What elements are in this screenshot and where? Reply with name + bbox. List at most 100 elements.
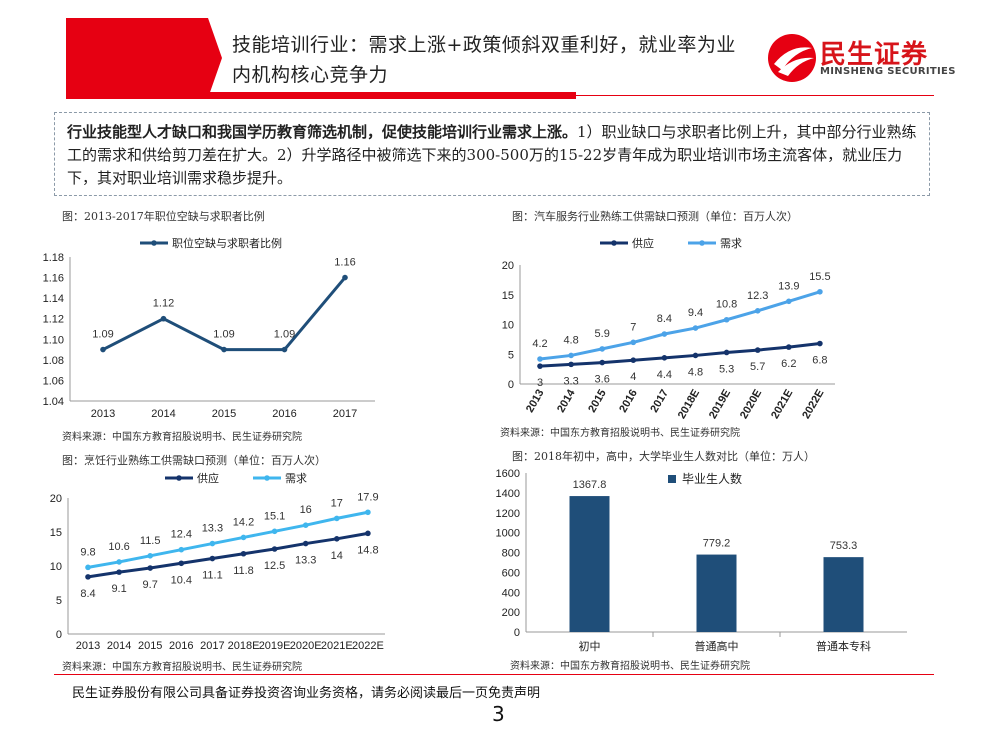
c2-data-point [630, 357, 637, 364]
c1-x-tick: 2015 [212, 408, 236, 420]
c2-data-point [537, 363, 543, 369]
chart3-title: 图：烹饪行业熟练工供需缺口预测（单位：百万人次） [62, 454, 326, 467]
chart4-source: 资料来源：中国东方教育招股说明书、民生证券研究院 [510, 661, 750, 672]
c3-data-point [178, 560, 185, 567]
c3-data-point [334, 536, 340, 542]
c2-data-label: 6.8 [812, 355, 827, 367]
c2-y-tick: 20 [502, 260, 514, 272]
c4-y-tick: 0 [514, 627, 520, 639]
c2-data-label: 3.6 [595, 374, 610, 386]
c4-category-label: 普通本专科 [816, 639, 871, 653]
c2-data-point [692, 352, 699, 359]
c3-legend-marker [176, 475, 182, 481]
header-rule [66, 92, 576, 99]
c1-y-tick: 1.14 [43, 293, 64, 305]
c2-data-point [692, 325, 699, 331]
c3-data-label: 9.1 [111, 583, 126, 595]
c3-data-point [147, 553, 153, 559]
c2-series-line-0 [539, 342, 821, 368]
c3-data-point [365, 530, 371, 537]
c3-x-tick: 2013 [76, 640, 100, 652]
summary-body: 1）职业缺口与求职者比例上升，其中部分行业熟练工的需求和供给剪刀差在扩大。2）升… [67, 123, 917, 187]
minsheng-logo-icon [768, 34, 816, 82]
c2-series-line-1 [539, 290, 821, 361]
c2-data-label: 8.4 [657, 313, 672, 325]
c4-legend-swatch [668, 475, 676, 483]
c3-data-label: 8.4 [80, 588, 95, 600]
c2-y-tick: 15 [502, 290, 514, 302]
chart1-title: 图：2013-2017年职位空缺与求职者比例 [62, 210, 265, 223]
c4-bar [696, 554, 737, 632]
header-red-block [66, 18, 208, 98]
c2-legend-marker [699, 240, 705, 246]
c1-y-tick: 1.06 [43, 375, 64, 387]
c2-data-point [723, 349, 730, 356]
c3-data-label: 15.1 [264, 510, 285, 522]
c3-x-tick: 2020E [290, 640, 322, 652]
c3-x-tick: 2017 [200, 640, 224, 652]
c2-data-label: 7 [630, 321, 636, 333]
logo-english-name: MINSHENG SECURITIES [820, 66, 956, 77]
c2-legend-label: 供应 [632, 236, 654, 250]
c4-data-label: 779.2 [703, 538, 731, 550]
c1-x-tick: 2016 [272, 408, 296, 420]
c3-data-label: 12.4 [171, 529, 192, 541]
c1-y-tick: 1.18 [43, 252, 64, 264]
c3-legend-label: 需求 [285, 472, 307, 485]
c1-data-point [160, 315, 167, 322]
c2-data-label: 5.7 [750, 361, 765, 373]
c2-data-point [568, 352, 574, 359]
c2-data-point [786, 298, 792, 305]
c3-x-tick: 2019E [259, 640, 291, 652]
header-rule-thin [576, 95, 934, 96]
c3-data-label: 11.1 [202, 570, 223, 582]
c1-data-label: 1.16 [334, 257, 355, 269]
c1-x-tick: 2014 [151, 408, 175, 420]
c3-x-tick: 2015 [138, 640, 162, 652]
c2-data-label: 15.5 [809, 271, 830, 283]
chart4-title: 图：2018年初中，高中，大学毕业生人数对比（单位：万人） [512, 450, 815, 463]
c3-y-tick: 5 [56, 595, 62, 607]
c3-data-point [85, 574, 91, 580]
c2-y-tick: 10 [502, 320, 514, 332]
c4-y-tick: 200 [502, 607, 520, 619]
c2-data-label: 5.3 [719, 363, 734, 375]
c2-data-label: 3 [537, 377, 543, 389]
c2-data-point [599, 359, 605, 366]
c3-data-label: 12.5 [264, 560, 285, 572]
c3-y-tick: 20 [50, 493, 62, 505]
c3-data-label: 17.9 [357, 491, 378, 503]
c3-data-label: 13.3 [202, 523, 223, 535]
c3-data-point [240, 550, 247, 557]
c3-data-point [116, 559, 122, 565]
c2-data-label: 13.9 [778, 280, 799, 292]
c2-data-label: 9.4 [688, 307, 703, 319]
c1-x-tick: 2013 [91, 408, 115, 420]
c4-bar [569, 496, 610, 632]
c1-data-point [221, 346, 227, 353]
c3-data-point [85, 564, 91, 571]
c2-data-point [817, 340, 823, 347]
c3-x-tick: 2022E [352, 640, 384, 652]
c4-y-tick: 1400 [496, 488, 520, 500]
c2-data-label: 4.8 [688, 366, 703, 378]
c1-data-point [342, 274, 348, 281]
c3-data-label: 14.8 [357, 544, 378, 556]
c3-data-point [116, 569, 122, 575]
c3-y-tick: 10 [50, 561, 62, 573]
c2-data-point [630, 339, 637, 346]
c3-x-tick: 2021E [321, 640, 353, 652]
c1-y-tick: 1.04 [43, 396, 64, 408]
c1-legend-marker [151, 240, 157, 246]
c3-data-point [209, 540, 216, 547]
c2-data-label: 4.2 [532, 338, 547, 350]
c3-x-tick: 2016 [169, 640, 193, 652]
c3-data-point [271, 546, 278, 552]
c2-data-label: 4 [630, 371, 636, 383]
logo-chinese-name: 民生证券 [820, 40, 929, 70]
c1-y-tick: 1.08 [43, 355, 64, 367]
c2-data-point [599, 346, 605, 352]
